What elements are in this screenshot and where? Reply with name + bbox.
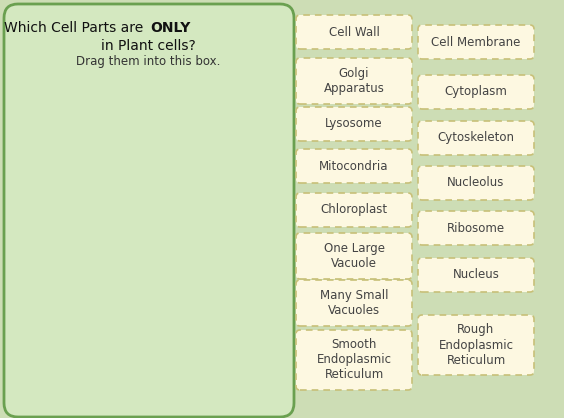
Text: Many Small
Vacuoles: Many Small Vacuoles: [320, 289, 388, 317]
Text: Chloroplast: Chloroplast: [320, 204, 387, 217]
Text: Cytoskeleton: Cytoskeleton: [438, 132, 514, 145]
Text: Cytoplasm: Cytoplasm: [444, 86, 508, 99]
Text: Lysosome: Lysosome: [325, 117, 383, 130]
FancyBboxPatch shape: [296, 58, 412, 104]
Text: One Large
Vacuole: One Large Vacuole: [324, 242, 385, 270]
Text: Cell Membrane: Cell Membrane: [431, 36, 521, 48]
FancyBboxPatch shape: [296, 233, 412, 279]
Text: Which Cell Parts are: Which Cell Parts are: [5, 21, 148, 35]
FancyBboxPatch shape: [296, 330, 412, 390]
FancyBboxPatch shape: [296, 15, 412, 49]
Text: Rough
Endoplasmic
Reticulum: Rough Endoplasmic Reticulum: [438, 324, 513, 367]
FancyBboxPatch shape: [418, 121, 534, 155]
FancyBboxPatch shape: [418, 75, 534, 109]
Text: Mitocondria: Mitocondria: [319, 160, 389, 173]
FancyBboxPatch shape: [296, 107, 412, 141]
Text: ONLY: ONLY: [150, 21, 191, 35]
Text: Golgi
Apparatus: Golgi Apparatus: [324, 67, 385, 95]
Text: Smooth
Endoplasmic
Reticulum: Smooth Endoplasmic Reticulum: [316, 339, 391, 382]
Text: in Plant cells?: in Plant cells?: [100, 39, 195, 53]
Text: Ribosome: Ribosome: [447, 222, 505, 234]
Text: Cell Wall: Cell Wall: [329, 25, 380, 38]
Text: Nucleolus: Nucleolus: [447, 176, 505, 189]
FancyBboxPatch shape: [296, 149, 412, 183]
FancyBboxPatch shape: [418, 315, 534, 375]
FancyBboxPatch shape: [418, 258, 534, 292]
Text: Nucleus: Nucleus: [452, 268, 500, 281]
FancyBboxPatch shape: [418, 25, 534, 59]
Text: Drag them into this box.: Drag them into this box.: [76, 56, 220, 69]
FancyBboxPatch shape: [418, 166, 534, 200]
FancyBboxPatch shape: [4, 4, 294, 417]
FancyBboxPatch shape: [418, 211, 534, 245]
FancyBboxPatch shape: [296, 193, 412, 227]
FancyBboxPatch shape: [296, 280, 412, 326]
